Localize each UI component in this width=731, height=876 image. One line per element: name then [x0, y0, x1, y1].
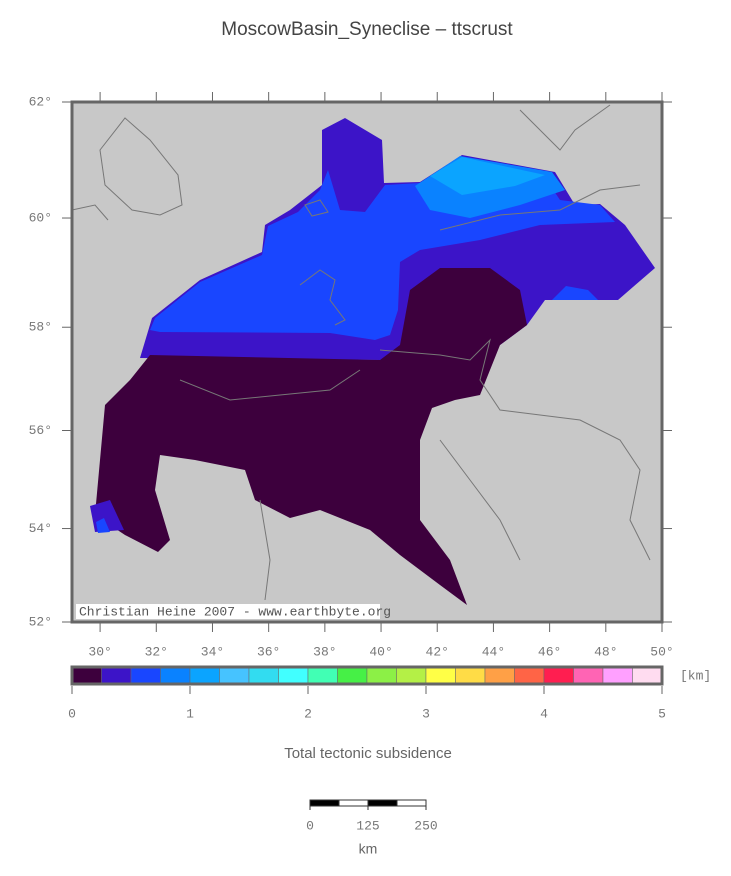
lon-label: 30°	[88, 644, 111, 659]
colorbar-swatch	[396, 666, 427, 685]
lat-label: 60°	[29, 210, 52, 225]
scale-label: 0	[306, 818, 314, 833]
colorbar-swatch	[248, 666, 279, 685]
lon-label: 44°	[482, 644, 505, 659]
lon-label: 46°	[538, 644, 561, 659]
colorbar-swatch	[573, 666, 604, 685]
map-frame	[70, 100, 664, 624]
credit: Christian Heine 2007 - www.earthbyte.org	[79, 604, 391, 619]
colorbar-unit: [km]	[680, 668, 711, 683]
colorbar-swatch	[71, 666, 102, 685]
region	[430, 157, 545, 195]
lon-label: 32°	[145, 644, 168, 659]
colorbar-swatch	[484, 666, 515, 685]
region	[95, 268, 527, 605]
lon-label: 38°	[313, 644, 336, 659]
lon-label: 50°	[650, 644, 673, 659]
river	[439, 184, 641, 231]
colorbar-label: Total tectonic subsidence	[284, 745, 452, 762]
scale-segment	[367, 799, 398, 807]
colorbar-tick-label: 5	[658, 706, 666, 721]
colorbar-swatch	[278, 666, 309, 685]
colorbar-swatch	[130, 666, 161, 685]
region	[96, 518, 110, 533]
colorbar-tick-label: 2	[304, 706, 312, 721]
colorbar-swatch	[101, 666, 132, 685]
region	[552, 286, 598, 300]
colorbar-swatch	[602, 666, 633, 685]
lon-label: 40°	[369, 644, 392, 659]
river	[179, 369, 361, 401]
credit-box	[76, 604, 380, 619]
scale-segment	[338, 799, 369, 807]
colorbar-swatch	[632, 666, 663, 685]
colorbar-swatch	[189, 666, 220, 685]
lon-label: 42°	[426, 644, 449, 659]
scale-segment	[309, 799, 340, 807]
colorbar-swatch	[425, 666, 456, 685]
colorbar-tick-label: 0	[68, 706, 76, 721]
lake	[99, 117, 183, 216]
coastline	[71, 204, 109, 221]
river	[379, 338, 651, 561]
lat-label: 54°	[29, 521, 52, 536]
scale-label: 125	[356, 818, 379, 833]
colorbar-swatch	[307, 666, 338, 685]
lat-label: 58°	[29, 320, 52, 335]
subsidence-regions	[90, 118, 655, 605]
colorbar-tick-label: 3	[422, 706, 430, 721]
colorbar-swatch	[219, 666, 250, 685]
lon-label: 36°	[257, 644, 280, 659]
lake	[304, 199, 329, 217]
title: MoscowBasin_Syneclise – ttscrust	[221, 19, 513, 40]
lon-label: 34°	[201, 644, 224, 659]
colorbar-swatch	[514, 666, 545, 685]
colorbar-swatch	[543, 666, 574, 685]
colorbar-tick-label: 4	[540, 706, 548, 721]
lon-label: 48°	[594, 644, 617, 659]
colorbar-swatch	[455, 666, 486, 685]
river	[439, 439, 521, 561]
colorbar-tick-label: 1	[186, 706, 194, 721]
lat-label: 56°	[29, 423, 52, 438]
scale-label: 250	[414, 818, 437, 833]
colorbar-swatch	[366, 666, 397, 685]
scale-segment	[396, 799, 427, 807]
rivers-coastlines	[71, 104, 651, 601]
lat-label: 52°	[29, 614, 52, 629]
lat-label: 62°	[29, 94, 52, 109]
colorbar-swatch	[160, 666, 191, 685]
colorbar-frame	[70, 665, 664, 686]
river	[519, 104, 611, 151]
river	[259, 499, 271, 601]
scale-unit: km	[359, 841, 378, 857]
lake	[299, 269, 346, 326]
colorbar-swatch	[337, 666, 368, 685]
